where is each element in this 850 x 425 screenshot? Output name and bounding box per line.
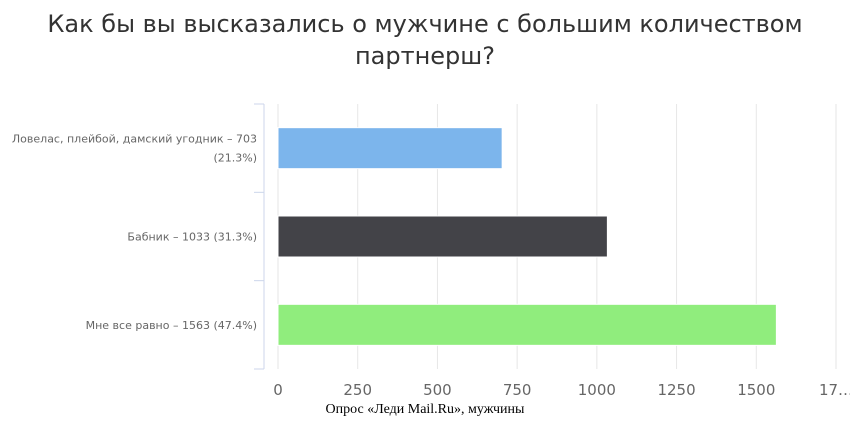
x-tick-label-0: 0: [273, 381, 283, 399]
bar-0: [277, 127, 503, 170]
bar-1: [277, 215, 608, 258]
x-tick-label-3: 750: [503, 381, 532, 399]
category-label-0-0: Ловелас, плейбой, дамский угодник – 703: [12, 133, 257, 146]
chart-caption: Опрос «Леди Mail.Ru», мужчины: [325, 402, 525, 417]
chart-title: Как бы вы высказались о мужчине с больши…: [0, 8, 850, 72]
chart-title-line-1: Как бы вы высказались о мужчине с больши…: [47, 10, 803, 38]
x-tick-label-6: 1500: [737, 381, 775, 399]
category-label-2-0: Мне все равно – 1563 (47.4%): [86, 319, 257, 332]
x-tick-label-7: 17…: [819, 381, 850, 399]
category-label-1-0: Бабник – 1033 (31.3%): [127, 231, 257, 244]
x-tick-label-1: 250: [343, 381, 372, 399]
x-tick-label-2: 500: [423, 381, 452, 399]
chart-title-line-2: партнерш?: [354, 42, 495, 70]
x-tick-label-4: 1000: [578, 381, 616, 399]
category-label-0-1: (21.3%): [213, 152, 257, 165]
bar-2: [277, 303, 777, 346]
x-tick-label-5: 1250: [657, 381, 695, 399]
